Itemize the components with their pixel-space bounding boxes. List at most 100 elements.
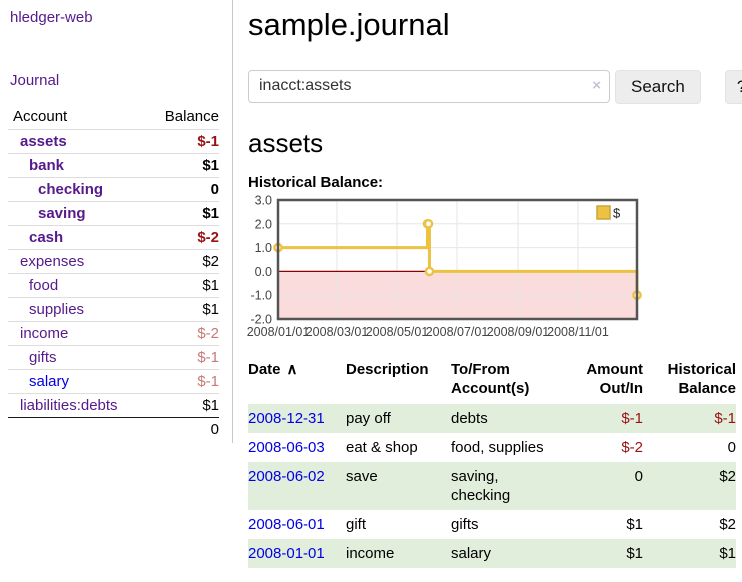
svg-text:2008/07/01: 2008/07/01 [426,325,489,339]
account-balance: $1 [202,157,219,174]
transaction-row: 2008-06-03 eat & shop food, supplies $-2… [248,433,736,462]
account-balance: $-2 [197,229,219,246]
account-link[interactable]: saving [38,205,86,222]
account-balance: $-1 [197,133,219,150]
search-bar: × Search ? [248,69,742,104]
account-link[interactable]: salary [29,373,70,390]
search-input[interactable] [248,69,610,103]
sidebar: hledger-web Journal Account Balance asse… [0,0,233,582]
transaction-amount: $1 [626,544,643,562]
transaction-accounts: food, supplies [451,438,544,456]
account-row: food $1 [8,273,219,298]
account-link[interactable]: supplies [29,301,85,318]
chart-title: Historical Balance: [248,173,384,191]
transaction-row: 2008-06-01 gift gifts $1 $2 [248,510,736,539]
transaction-date-link[interactable]: 2008-01-01 [248,544,325,562]
register-header-accounts: To/From Account(s) [451,360,530,397]
register-header-date-label: Date [248,360,281,378]
account-link[interactable]: income [20,325,69,342]
accounts-header-row: Account Balance [8,106,219,130]
svg-text:2008/03/01: 2008/03/01 [306,325,369,339]
transaction-amount: $-1 [621,409,643,427]
accounts-header-balance: Balance [164,108,219,125]
sidebar-item-journal[interactable]: Journal [10,72,60,89]
register-header-description: Description [346,360,429,378]
account-link[interactable]: expenses [20,253,85,270]
register-header-date[interactable]: Date ∧ [248,360,346,404]
svg-text:0.0: 0.0 [255,264,272,278]
brand-link[interactable]: hledger-web [10,9,93,26]
svg-text:$: $ [613,205,621,220]
account-row: income $-2 [8,321,219,346]
search-help-button[interactable]: ? [724,69,742,104]
transaction-date-link[interactable]: 2008-06-01 [248,515,325,533]
transaction-description: eat & shop [346,438,418,456]
transaction-row: 2008-01-01 income salary $1 $1 [248,538,736,568]
accounts-header-account: Account [13,108,68,125]
account-row: salary $-1 [8,369,219,394]
transaction-accounts: salary [451,544,492,562]
account-balance: $-1 [197,373,219,390]
transaction-accounts: gifts [451,515,479,533]
transaction-description: save [346,467,378,485]
account-balance: $1 [202,277,219,294]
account-row: bank $1 [8,153,219,178]
accounts-total-row: 0 [8,417,219,442]
account-link[interactable]: liabilities:debts [20,397,118,414]
account-row: expenses $2 [8,249,219,274]
svg-text:2.0: 2.0 [255,217,272,231]
account-balance: $1 [202,397,219,414]
register-table: Date ∧ Description To/From Account(s) Amo… [248,360,736,568]
account-balance: $-1 [197,349,219,366]
transaction-amount: $1 [626,515,643,533]
svg-text:3.0: 3.0 [255,193,272,207]
transaction-date-link[interactable]: 2008-06-03 [248,438,325,456]
search-button[interactable]: Search [615,69,701,104]
transaction-description: gift [346,515,367,533]
svg-text:2008/11/01: 2008/11/01 [547,325,609,339]
svg-text:2008/01/01: 2008/01/01 [247,325,310,339]
accounts-balance-table: Account Balance assets $-1 bank $1 check… [8,106,219,441]
historical-balance-chart-svg: 3.0 2.0 1.0 0.0 -1.0 -2.02008/01/012008/03/01… [247,193,642,339]
account-balance: $2 [202,253,219,270]
transaction-date-link[interactable]: 2008-12-31 [248,409,325,427]
account-row: liabilities:debts $1 [8,393,219,418]
svg-text:2008/05/01: 2008/05/01 [366,325,429,339]
svg-text:1.0: 1.0 [255,241,272,255]
account-balance: $1 [202,205,219,222]
transaction-balance: $1 [719,544,736,562]
transaction-row: 2008-12-31 pay off debts $-1 $-1 [248,403,736,433]
main-content: sample.journal × Search ? assets Histori… [233,0,742,582]
account-balance: $-2 [197,325,219,342]
transaction-balance: $2 [719,467,736,485]
account-row: assets $-1 [8,129,219,154]
account-row: checking 0 [8,177,219,202]
register-header-row: Date ∧ Description To/From Account(s) Amo… [248,360,736,404]
transaction-amount: $-2 [621,438,643,456]
transaction-date-link[interactable]: 2008-06-02 [248,467,325,485]
sort-ascending-icon: ∧ [286,360,298,378]
clear-search-icon[interactable]: × [592,76,601,94]
account-link[interactable]: food [29,277,59,294]
transaction-amount: 0 [634,467,643,485]
account-heading: assets [248,127,324,158]
account-link[interactable]: gifts [29,349,57,366]
register-header-balance: Historical Balance [667,360,736,397]
account-link[interactable]: cash [29,229,64,246]
account-link[interactable]: assets [20,133,67,150]
account-row: gifts $-1 [8,345,219,370]
search-input-wrap: × [248,69,610,103]
transaction-balance: $-1 [714,409,736,427]
transaction-balance: $2 [719,515,736,533]
account-row: supplies $1 [8,297,219,322]
account-link[interactable]: bank [29,157,65,174]
historical-balance-chart: 3.0 2.0 1.0 0.0 -1.0 -2.0 2008/01/01 2008/03/01… [247,193,728,344]
svg-text:-1.0: -1.0 [250,288,272,302]
accounts-total-value: 0 [210,421,219,438]
sidebar-divider [232,0,233,443]
transaction-balance: 0 [727,438,736,456]
register-header-amount: Amount Out/In [586,360,643,397]
account-row: saving $1 [8,201,219,226]
transaction-row: 2008-06-02 save saving, checking 0 $2 [248,461,736,510]
account-link[interactable]: checking [38,181,104,198]
